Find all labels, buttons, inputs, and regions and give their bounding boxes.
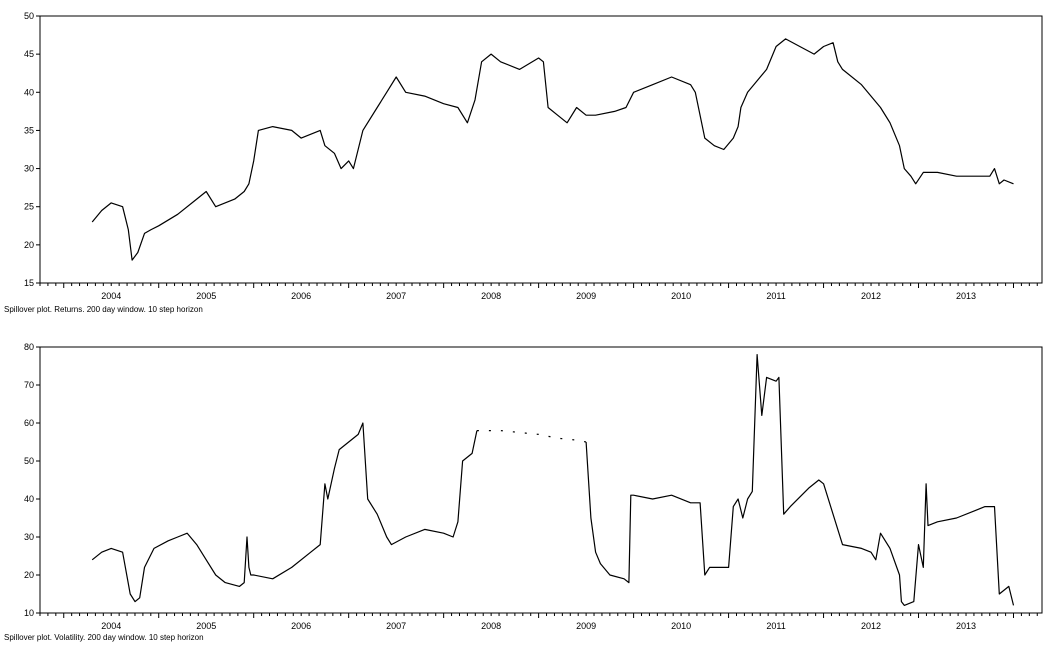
y-tick-label: 70: [24, 380, 34, 390]
series-line-2: [585, 354, 1015, 606]
y-tick-label: 20: [24, 570, 34, 580]
y-tick-label: 40: [24, 87, 34, 97]
plot-frame: [39, 15, 1043, 284]
series-line-1: [476, 429, 587, 443]
x-tick-label: 2008: [481, 291, 501, 301]
x-tick-label: 2012: [861, 621, 881, 631]
y-tick-label: 40: [24, 494, 34, 504]
x-tick-label: 2009: [576, 621, 596, 631]
returns-spillover-panel: 15 20 25 30 35 40 45 50 2004 2005 2006 2007 2008 2009…: [0, 0, 1047, 323]
y-tick-label: 45: [24, 49, 34, 59]
x-tick-label: 2008: [481, 621, 501, 631]
y-tick-label: 10: [24, 608, 34, 618]
x-tick-label: 2011: [766, 621, 785, 631]
x-tick-label: 2009: [576, 291, 596, 301]
y-tick-label: 50: [24, 11, 34, 21]
x-tick-label: 2012: [861, 291, 881, 301]
x-tick-label: 2010: [671, 291, 691, 301]
returns-chart-caption: Spillover plot. Returns. 200 day window.…: [4, 305, 203, 314]
series-line-0: [91, 38, 1014, 261]
y-tick-label: 30: [24, 532, 34, 542]
y-tick-label: 80: [24, 342, 34, 352]
x-tick-label: 2004: [101, 291, 121, 301]
y-tick-label: 15: [24, 278, 34, 288]
plot-frame: [39, 346, 1043, 614]
y-tick-label: 30: [24, 164, 34, 174]
y-tick-label: 20: [24, 240, 34, 250]
y-tick-label: 50: [24, 456, 34, 466]
x-tick-label: 2013: [956, 291, 976, 301]
x-tick-label: 2007: [386, 291, 406, 301]
x-tick-label: 2013: [956, 621, 976, 631]
y-tick-label: 60: [24, 418, 34, 428]
volatility-spillover-chart: 10 20 30 40 50 60 70 80 2004 2005 2006 2007 2008 2009…: [24, 342, 1043, 631]
volatility-chart-caption: Spillover plot. Volatility. 200 day wind…: [4, 633, 204, 642]
x-tick-label: 2010: [671, 621, 691, 631]
y-tick-label: 25: [24, 202, 34, 212]
y-tick-label: 35: [24, 125, 34, 135]
x-tick-label: 2004: [101, 621, 121, 631]
series-line-0: [91, 422, 478, 603]
x-tick-label: 2005: [196, 291, 216, 301]
x-tick-label: 2007: [386, 621, 406, 631]
volatility-spillover-panel: 10 20 30 40 50 60 70 80 2004 2005 2006 2007 2008 2009…: [0, 330, 1047, 647]
x-tick-label: 2006: [291, 291, 311, 301]
x-tick-label: 2005: [196, 621, 216, 631]
x-tick-label: 2011: [766, 291, 785, 301]
x-tick-label: 2006: [291, 621, 311, 631]
returns-spillover-chart: 15 20 25 30 35 40 45 50 2004 2005 2006 2007 2008 2009…: [24, 11, 1043, 301]
